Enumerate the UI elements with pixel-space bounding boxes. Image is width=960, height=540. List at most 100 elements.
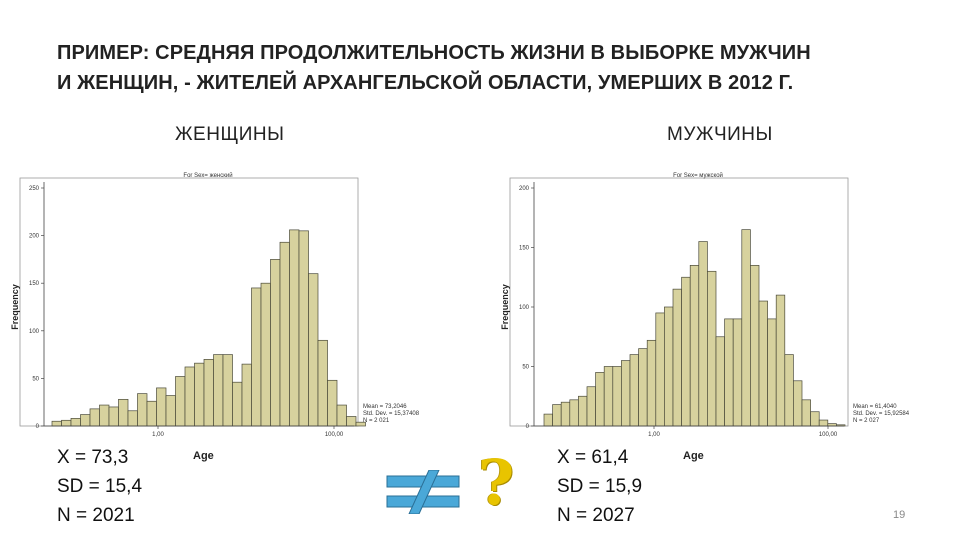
legend-stat-line: Std. Dev. = 15,37408 [363, 411, 420, 417]
histogram-bar [672, 288, 682, 427]
histogram-bar [289, 229, 300, 427]
chart-title: For Sex= мужской [673, 172, 723, 179]
histogram-bar [118, 398, 129, 427]
histogram-bar [681, 276, 691, 427]
legend-stat-line: N = 2 021 [363, 418, 390, 424]
histogram-bar [184, 366, 195, 427]
histogram-bar [664, 306, 674, 427]
x-tick-label: 1,00 [648, 432, 660, 438]
y-tick-label: 50 [522, 365, 529, 371]
histogram-bar [741, 229, 751, 427]
histogram-bar [603, 366, 614, 427]
histogram-bar [758, 300, 768, 427]
histogram-bar [638, 348, 648, 427]
y-tick-label: 100 [29, 329, 40, 335]
histogram-bar [232, 381, 243, 427]
y-tick-label: 250 [29, 186, 40, 192]
x-axis-label-men: Age [683, 450, 704, 462]
not-equal-icon [386, 470, 460, 514]
page-number: 19 [893, 509, 906, 521]
histogram-bar [213, 354, 224, 427]
histogram-bar [569, 399, 579, 427]
histogram-bar [810, 411, 820, 427]
histogram-bar [655, 312, 665, 427]
stat-n-women: N = 2021 [57, 505, 135, 526]
y-axis-label: Frequency [500, 284, 510, 330]
stat-sd-men: SD = 15,9 [557, 476, 643, 497]
histogram-bar [336, 404, 347, 427]
histogram-bar [578, 395, 588, 427]
y-tick-label: 150 [29, 281, 40, 287]
x-tick-label: 100,00 [325, 432, 344, 438]
histogram-bar [146, 400, 157, 427]
histogram-bar [260, 282, 271, 427]
histogram-bar [775, 294, 786, 427]
histogram-bar [203, 359, 214, 427]
question-mark-icon: ? [478, 446, 515, 519]
y-tick-label: 200 [519, 186, 530, 192]
histogram-bar [784, 354, 794, 427]
histogram-bar [689, 264, 700, 427]
heading-women: ЖЕНЩИНЫ [175, 124, 285, 145]
histogram-bar [137, 393, 148, 427]
y-axis-label: Frequency [10, 284, 20, 330]
histogram-bar [750, 264, 760, 427]
histogram-bar [51, 420, 62, 427]
heading-men: МУЖЧИНЫ [667, 124, 773, 145]
stat-n-men: N = 2027 [557, 505, 635, 526]
histogram-bar [327, 379, 338, 427]
stat-sd-women: SD = 15,4 [57, 476, 143, 497]
chart-title: For Sex= женский [183, 172, 232, 179]
histogram-bar [646, 339, 657, 427]
histogram-bar [698, 241, 708, 427]
y-tick-label: 200 [29, 234, 40, 240]
stats-women: X = 73,3 SD = 15,4 N = 2021 [57, 443, 142, 530]
histogram-bar [70, 418, 81, 427]
slide-title: ПРИМЕР: СРЕДНЯЯ ПРОДОЛЖИТЕЛЬНОСТЬ ЖИЗНИ … [57, 38, 917, 98]
histogram-bar [767, 318, 777, 427]
histogram-bar [270, 259, 281, 427]
y-tick-label: 100 [519, 305, 530, 311]
histogram-bar [165, 395, 176, 427]
legend-stat-line: N = 2 027 [853, 418, 880, 424]
histogram-bar [818, 419, 829, 427]
histogram-bar [156, 387, 167, 427]
histogram-bar [194, 362, 205, 427]
histogram-bar [279, 241, 290, 427]
histogram-bar [732, 318, 743, 427]
histogram-bar [89, 408, 100, 427]
histogram-bar [552, 404, 562, 427]
histogram-bar [355, 421, 366, 427]
stat-mean-men: X = 61,4 [557, 447, 629, 468]
histogram-bar [629, 354, 639, 427]
histogram-men: For Sex= мужской 0 50 100 150 200 Frequency 1,0… [500, 172, 910, 438]
histogram-bar [621, 360, 631, 427]
histogram-bar [222, 354, 233, 427]
histogram-bar [724, 318, 734, 427]
histogram-bar [543, 413, 553, 427]
histogram-bar [586, 386, 596, 427]
histogram-bar [560, 401, 571, 427]
legend-stat-line: Mean = 73,2046 [363, 404, 407, 410]
histogram-bar [801, 399, 811, 427]
x-tick-label: 1,00 [152, 432, 164, 438]
histogram-bar [308, 273, 319, 427]
histogram-bar [251, 287, 262, 427]
histogram-bar [80, 414, 91, 427]
x-tick-label: 100,00 [819, 432, 838, 438]
histogram-bar [715, 336, 725, 427]
legend-stat-line: Mean = 61,4040 [853, 404, 897, 410]
histogram-bar [707, 270, 717, 427]
slide-title-line-1: ПРИМЕР: СРЕДНЯЯ ПРОДОЛЖИТЕЛЬНОСТЬ ЖИЗНИ … [57, 42, 811, 64]
histogram-bar [793, 380, 803, 427]
y-tick-label: 0 [526, 424, 530, 430]
histogram-bar [346, 416, 357, 427]
slide-title-line-2: И ЖЕНЩИН, - ЖИТЕЛЕЙ АРХАНГЕЛЬСКОЙ ОБЛАСТ… [57, 72, 794, 94]
histogram-women: For Sex= женский 0 50 100 150 200 250 Frequency… [10, 172, 420, 438]
histogram-bar [298, 230, 309, 427]
histogram-bar [99, 404, 110, 427]
y-tick-label: 0 [36, 424, 40, 430]
stat-mean-women: X = 73,3 [57, 447, 129, 468]
y-tick-label: 150 [519, 246, 530, 252]
histogram-bar [595, 372, 605, 427]
